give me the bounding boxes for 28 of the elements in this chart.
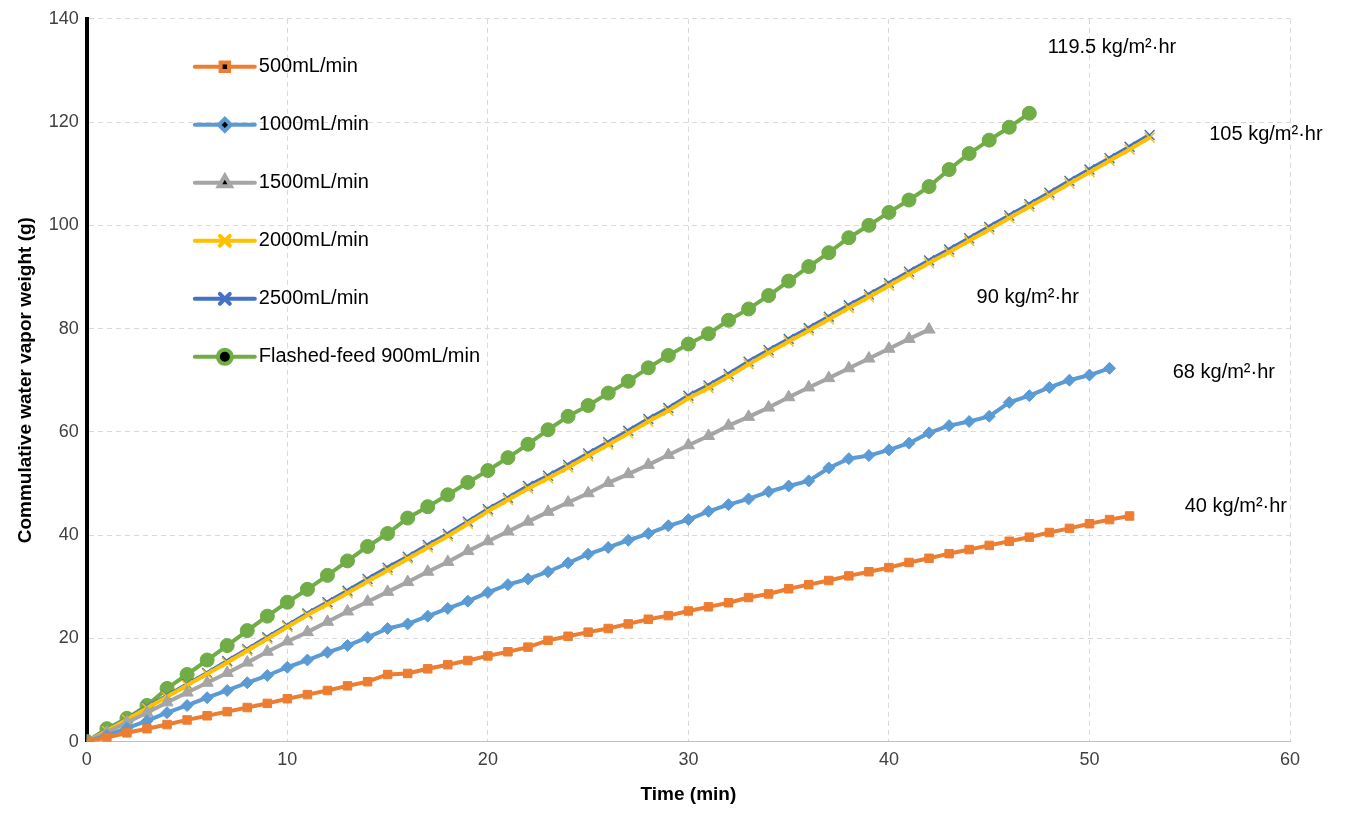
x-tick-label: 40 [878,749,899,770]
x-tick-label: 60 [1279,749,1301,770]
legend-label: Flashed-feed 900mL/min [258,344,481,367]
x-tick-label: 50 [1079,749,1100,770]
y-axis-title: Commulative water vapor weight (g) [13,217,35,544]
annotation: 119.5 kg/m²·hr [1047,35,1177,58]
legend-label: 500mL/min [258,54,358,77]
y-tick-label: 0 [68,730,79,751]
legend-label: 2000mL/min [258,228,369,251]
legend-label: 1000mL/min [258,112,369,135]
y-tick-label: 80 [58,317,79,338]
legend-label: 1500mL/min [258,170,369,193]
annotation: 68 kg/m²·hr [1172,360,1276,383]
y-tick-label: 140 [48,7,79,28]
x-axis-title: Time (min) [640,782,737,804]
y-tick-label: 20 [58,627,79,648]
x-tick-label: 30 [678,749,699,770]
x-tick-label: 0 [81,749,92,770]
x-tick-label: 10 [277,749,298,770]
annotation: 40 kg/m²·hr [1184,494,1288,517]
y-tick-label: 60 [58,420,79,441]
annotation: 90 kg/m²·hr [976,284,1080,307]
x-tick-label: 20 [477,749,498,770]
y-tick-label: 120 [48,111,79,132]
legend-label: 2500mL/min [258,286,369,309]
y-tick-label: 40 [58,524,79,545]
annotation: 105 kg/m²·hr [1209,121,1323,144]
y-tick-label: 100 [48,214,79,235]
